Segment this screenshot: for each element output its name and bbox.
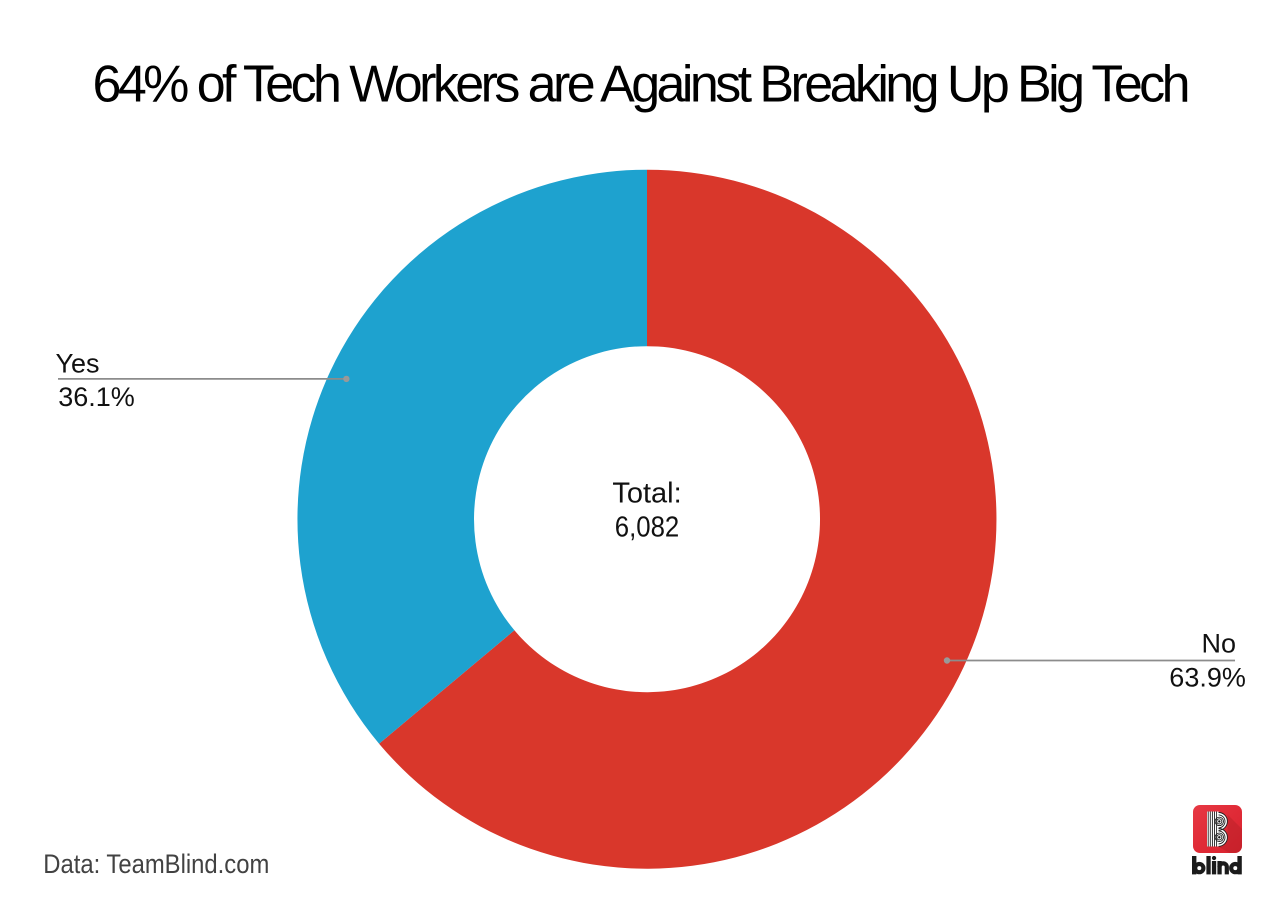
svg-text:No: No xyxy=(1202,629,1237,659)
svg-text:6,082: 6,082 xyxy=(615,512,680,544)
svg-text:Yes: Yes xyxy=(56,349,100,379)
svg-text:Data: TeamBlind.com: Data: TeamBlind.com xyxy=(43,849,269,879)
svg-text:36.1%: 36.1% xyxy=(58,382,135,412)
svg-text:Total:: Total: xyxy=(612,477,681,509)
svg-text:63.9%: 63.9% xyxy=(1169,663,1246,693)
svg-text:64% of Tech Workers are Agains: 64% of Tech Workers are Against Breaking… xyxy=(93,56,1191,114)
